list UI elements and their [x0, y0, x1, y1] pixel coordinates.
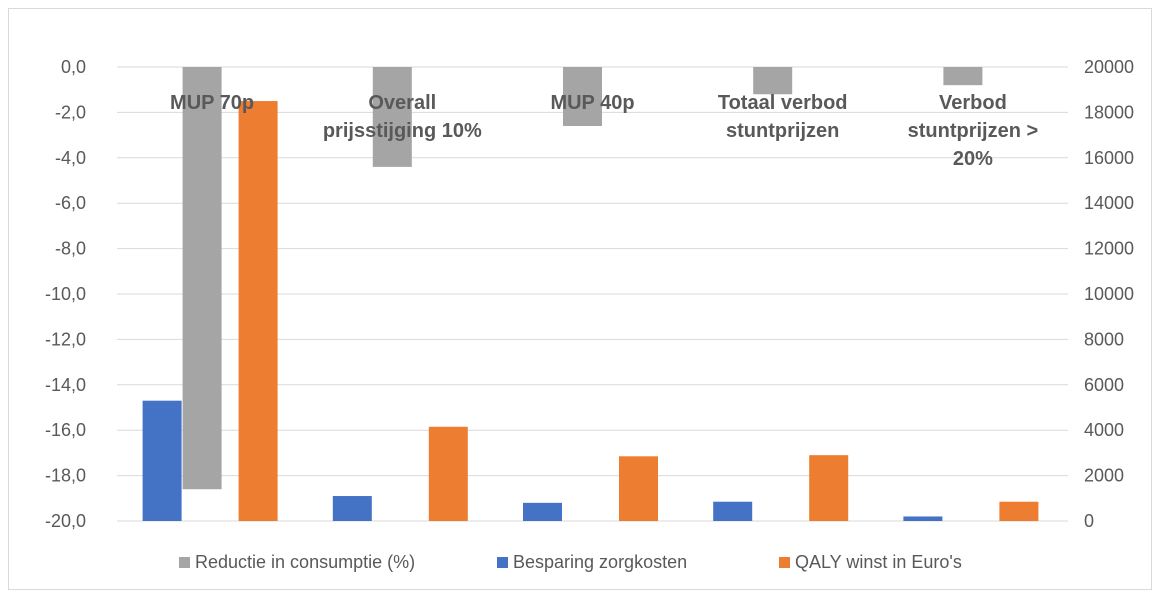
bar-0-4 — [943, 67, 983, 86]
bar-1-0 — [142, 400, 182, 521]
category-label: Verbod — [939, 92, 1007, 114]
bar-0-1 — [372, 67, 412, 167]
left-tick-label: -20,0 — [45, 511, 86, 531]
right-tick-label: 14000 — [1084, 193, 1134, 213]
right-tick-label: 16000 — [1084, 148, 1134, 168]
category-label: 20% — [953, 148, 993, 170]
category-label: Totaal verbod — [718, 92, 848, 114]
left-tick-label: -18,0 — [45, 466, 86, 486]
bar-1-4 — [903, 516, 943, 521]
bar-2-1 — [428, 426, 468, 521]
bar-1-3 — [713, 501, 753, 521]
category-label: stuntprijzen — [726, 120, 839, 142]
category-label: stuntprijzen > — [908, 120, 1039, 142]
right-tick-label: 12000 — [1084, 239, 1134, 259]
legend-swatch — [179, 557, 190, 568]
bar-0-3 — [753, 67, 793, 95]
legend-label: Besparing zorgkosten — [513, 552, 687, 572]
bars — [142, 67, 1039, 522]
left-tick-label: -2,0 — [55, 102, 86, 122]
legend-swatch — [779, 557, 790, 568]
category-label: MUP 40p — [550, 92, 634, 114]
legend-label: Reductie in consumptie (%) — [195, 552, 415, 572]
left-tick-label: 0,0 — [61, 57, 86, 77]
legend-label: QALY winst in Euro's — [795, 552, 962, 572]
bar-0-2 — [563, 67, 602, 127]
right-tick-label: 10000 — [1084, 284, 1134, 304]
legend: Reductie in consumptie (%) Besparing zorg… — [179, 552, 962, 572]
left-tick-label: -8,0 — [55, 239, 86, 259]
left-tick-label: -12,0 — [45, 329, 86, 349]
bar-2-2 — [619, 456, 658, 521]
right-tick-label: 18000 — [1084, 102, 1134, 122]
right-tick-label: 6000 — [1084, 375, 1124, 395]
bar-2-4 — [999, 501, 1039, 521]
bar-0-0 — [182, 67, 222, 490]
right-tick-label: 0 — [1084, 511, 1094, 531]
bar-2-0 — [238, 101, 278, 522]
category-labels: MUP 70p Overall prijsstijging 10% MUP 40p To… — [170, 92, 1038, 170]
left-tick-label: -14,0 — [45, 375, 86, 395]
category-label: MUP 70p — [170, 92, 254, 114]
category-label: prijsstijging 10% — [323, 120, 482, 142]
bar-2-3 — [809, 455, 849, 521]
left-tick-label: -16,0 — [45, 420, 86, 440]
right-tick-label: 8000 — [1084, 329, 1124, 349]
axis-ticks: 0,0 -2,0 -4,0 -6,0 -8,0 -10,0 -12,0 -14,0 -16,0 -… — [45, 57, 1134, 531]
right-tick-label: 2000 — [1084, 466, 1124, 486]
left-tick-label: -4,0 — [55, 148, 86, 168]
right-tick-label: 4000 — [1084, 420, 1124, 440]
legend-swatch — [497, 557, 508, 568]
bar-1-1 — [332, 496, 372, 521]
right-tick-label: 20000 — [1084, 57, 1134, 77]
category-label: Overall — [368, 92, 436, 114]
bar-1-2 — [523, 502, 562, 521]
left-tick-label: -6,0 — [55, 193, 86, 213]
left-tick-label: -10,0 — [45, 284, 86, 304]
